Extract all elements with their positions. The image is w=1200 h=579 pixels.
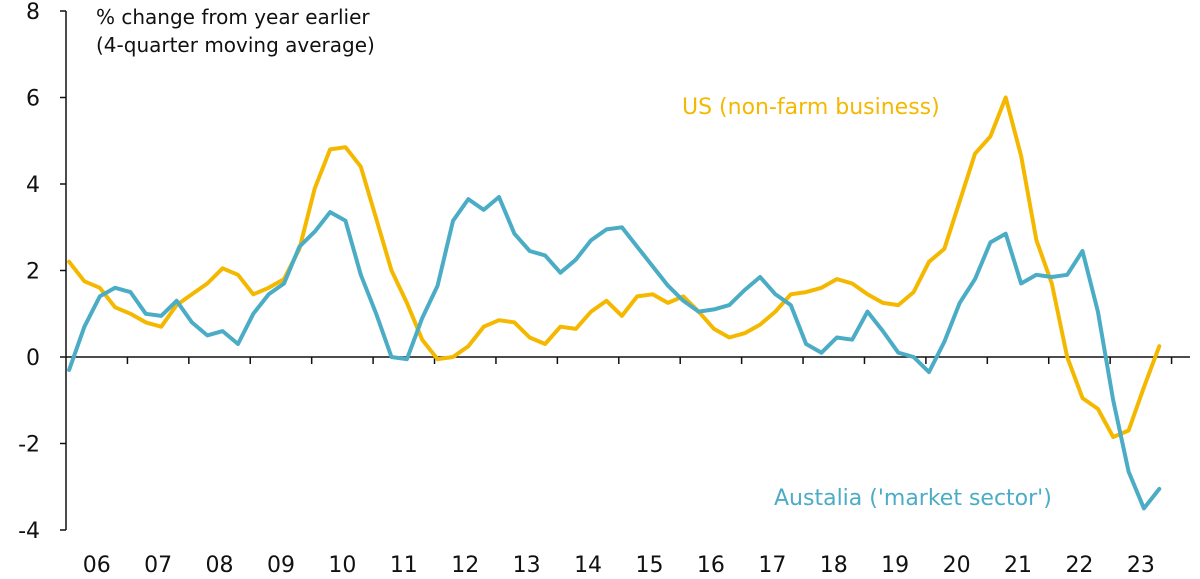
- x-tick-label: 06: [83, 553, 111, 578]
- y-axis-title-line1: % change from year earlier: [96, 5, 370, 29]
- series-label-australia: Austalia ('market sector'): [774, 486, 1052, 511]
- x-tick-label: 22: [1065, 553, 1093, 578]
- y-tick-label: 4: [26, 173, 40, 198]
- x-tick-label: 16: [697, 553, 725, 578]
- x-tick-label: 07: [144, 553, 172, 578]
- x-tick-label: 20: [943, 553, 971, 578]
- x-tick-label: 15: [635, 553, 663, 578]
- y-tick-label: 2: [26, 260, 40, 285]
- series-label-us: US (non-farm business): [682, 95, 940, 120]
- y-tick-label: 8: [26, 0, 40, 25]
- y-tick-label: 0: [26, 346, 40, 371]
- x-tick-label: 14: [574, 553, 602, 578]
- x-tick-label: 10: [328, 553, 356, 578]
- y-axis-title-line2: (4-quarter moving average): [96, 33, 375, 57]
- series-line-us: [67, 95, 1162, 439]
- y-tick-label: -2: [18, 433, 40, 458]
- series-line-australia: [67, 195, 1162, 511]
- y-tick-label: -4: [18, 519, 40, 544]
- x-tick-label: 19: [881, 553, 909, 578]
- x-tick-label: 11: [390, 553, 418, 578]
- y-ticks: -4 -2 0 2 4 6 8: [18, 0, 66, 544]
- x-tick-label: 23: [1127, 553, 1155, 578]
- x-tick-label: 17: [758, 553, 786, 578]
- x-tick-label: 12: [451, 553, 479, 578]
- x-tick-label: 13: [513, 553, 541, 578]
- x-tick-label: 21: [1004, 553, 1032, 578]
- x-tick-label: 08: [206, 553, 234, 578]
- x-tick-label: 18: [820, 553, 848, 578]
- x-ticks: 06 07 08 09 10 11 12 13 14 15 16 17 18 19 20 21 22 23: [83, 357, 1173, 578]
- axes: -4 -2 0 2 4 6 8 06 07 08 09 10 11 12 13 14 15 16 17 18 19 20…: [18, 0, 1190, 578]
- x-tick-label: 09: [267, 553, 295, 578]
- series-layer: [67, 95, 1162, 511]
- y-tick-label: 6: [26, 87, 40, 112]
